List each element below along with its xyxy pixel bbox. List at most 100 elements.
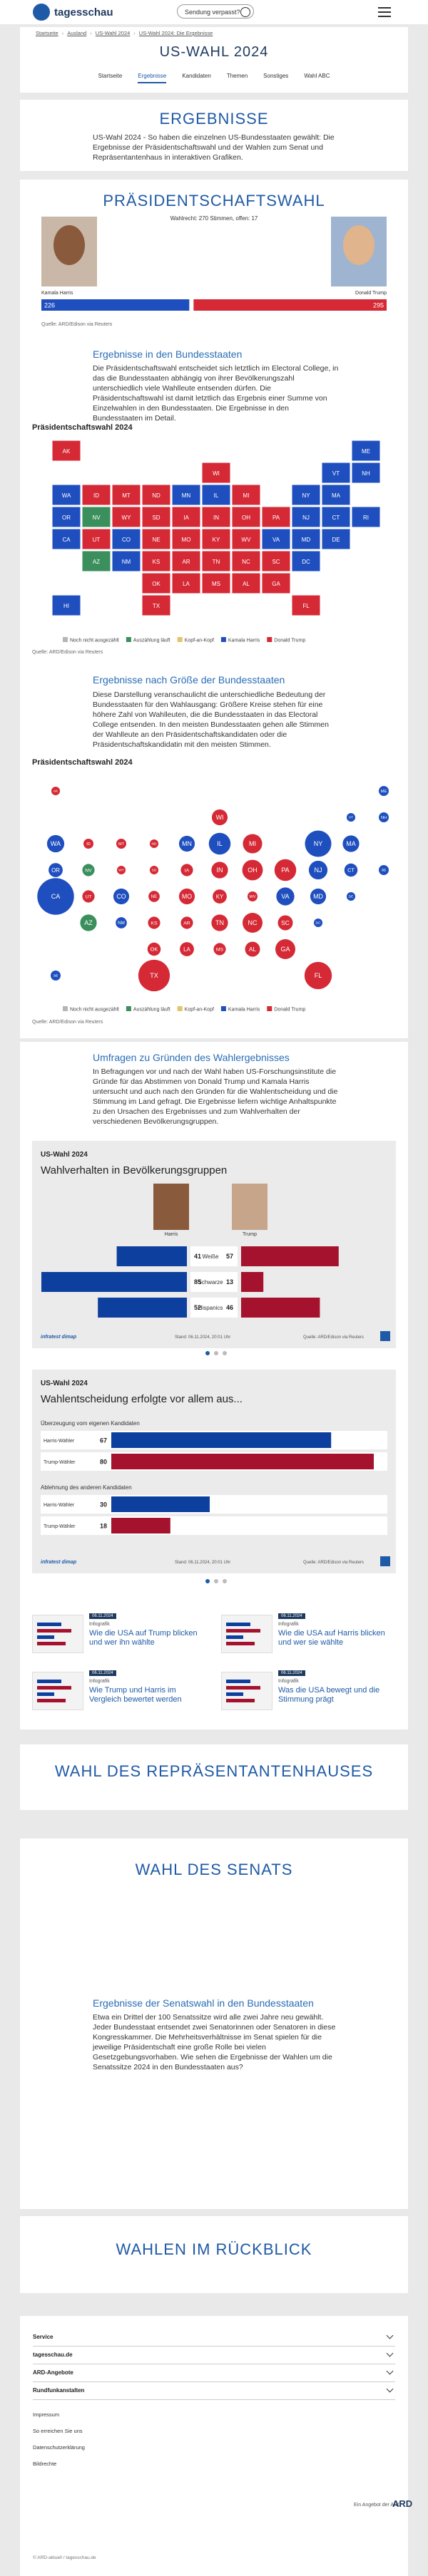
state[interactable] <box>321 484 351 506</box>
bubble[interactable] <box>211 862 228 879</box>
state[interactable] <box>201 528 231 550</box>
bubble[interactable] <box>180 942 194 956</box>
state[interactable] <box>51 440 81 462</box>
bubble[interactable] <box>113 888 130 905</box>
state[interactable] <box>321 462 351 484</box>
bubble[interactable] <box>342 835 360 852</box>
state[interactable] <box>291 506 321 528</box>
bubble[interactable] <box>346 891 356 901</box>
state[interactable] <box>261 572 291 594</box>
state[interactable] <box>201 550 231 572</box>
state[interactable] <box>201 484 231 506</box>
bubble[interactable] <box>180 864 193 876</box>
tab[interactable]: Startseite <box>98 73 123 79</box>
bubble[interactable] <box>178 835 195 852</box>
state[interactable] <box>351 462 381 484</box>
state[interactable] <box>201 572 231 594</box>
state[interactable] <box>261 528 291 550</box>
state[interactable] <box>81 550 111 572</box>
state[interactable] <box>171 528 201 550</box>
state[interactable] <box>51 528 81 550</box>
bubble[interactable] <box>305 830 332 857</box>
bubble[interactable] <box>138 959 170 992</box>
bubble[interactable] <box>149 839 159 849</box>
state[interactable] <box>201 462 231 484</box>
tab[interactable]: Themen <box>226 73 248 79</box>
bubble[interactable] <box>275 939 295 959</box>
bubble[interactable] <box>46 834 65 853</box>
bubble[interactable] <box>178 888 195 905</box>
state[interactable] <box>231 550 261 572</box>
state[interactable] <box>261 550 291 572</box>
bubble[interactable] <box>211 914 228 931</box>
ard-logo[interactable]: ARD <box>392 2498 413 2509</box>
state[interactable] <box>171 572 201 594</box>
bubble[interactable] <box>245 941 260 957</box>
state[interactable] <box>231 528 261 550</box>
bubble[interactable] <box>82 890 95 903</box>
state[interactable] <box>351 440 381 462</box>
teaser[interactable]: 06.11.2024 Infografik Wie die USA auf Harr… <box>221 1612 396 1662</box>
bubble[interactable] <box>149 865 159 875</box>
logo[interactable]: tagesschau <box>54 6 113 19</box>
footer-section[interactable]: Rundfunkanstalten <box>33 2384 395 2400</box>
bubble[interactable] <box>180 916 193 929</box>
state[interactable] <box>111 484 141 506</box>
carousel-dots[interactable] <box>205 1351 227 1355</box>
teaser[interactable]: 06.11.2024 Infografik Wie Trump und Harris… <box>32 1669 207 1719</box>
state[interactable] <box>171 506 201 528</box>
footer-section[interactable]: ARD-Angebote <box>33 2366 395 2382</box>
bubble[interactable] <box>116 839 126 849</box>
tab[interactable]: Sonstiges <box>263 73 289 79</box>
bubble[interactable] <box>310 888 327 905</box>
bubble[interactable] <box>49 863 63 877</box>
bubble[interactable] <box>304 961 332 990</box>
state[interactable] <box>141 550 171 572</box>
state[interactable] <box>231 484 261 506</box>
bubble[interactable] <box>208 832 231 855</box>
bubble[interactable] <box>51 971 61 981</box>
state[interactable] <box>321 528 351 550</box>
state[interactable] <box>51 484 81 506</box>
footer-link[interactable]: Datenschutzerklärung <box>33 2444 85 2451</box>
bubble[interactable] <box>308 860 328 880</box>
state[interactable] <box>291 594 321 616</box>
bubble[interactable] <box>313 918 323 928</box>
state[interactable] <box>141 594 171 616</box>
tab[interactable]: Wahl ABC <box>304 73 330 79</box>
bubble[interactable] <box>80 914 97 931</box>
bubble[interactable] <box>82 864 95 876</box>
state[interactable] <box>51 594 81 616</box>
state[interactable] <box>201 506 231 528</box>
state[interactable] <box>111 528 141 550</box>
share-icon[interactable] <box>380 1556 390 1566</box>
menu-icon[interactable] <box>378 7 391 17</box>
state[interactable] <box>81 484 111 506</box>
state[interactable] <box>111 506 141 528</box>
state[interactable] <box>81 528 111 550</box>
state[interactable] <box>321 506 351 528</box>
bubble[interactable] <box>116 865 126 875</box>
footer-section[interactable]: Service <box>33 2330 395 2347</box>
bubble[interactable] <box>37 878 74 915</box>
bubble[interactable] <box>147 942 161 956</box>
bubble[interactable] <box>346 812 356 822</box>
breadcrumb-item[interactable]: US-Wahl 2024 <box>95 30 131 36</box>
teaser[interactable]: 06.11.2024 Infografik Was die USA bewegt u… <box>221 1669 396 1719</box>
bubble[interactable] <box>51 786 61 796</box>
bubble[interactable] <box>213 889 227 904</box>
share-icon[interactable] <box>380 1331 390 1341</box>
state[interactable] <box>291 550 321 572</box>
bubble[interactable] <box>248 891 258 901</box>
bubble[interactable] <box>243 834 263 854</box>
bubble[interactable] <box>116 917 127 929</box>
bubble[interactable] <box>83 839 93 849</box>
teaser[interactable]: 06.11.2024 Infografik Wie die USA auf Trum… <box>32 1612 207 1662</box>
state[interactable] <box>81 506 111 528</box>
footer-section[interactable]: tagesschau.de <box>33 2348 395 2364</box>
bubble[interactable] <box>379 812 389 822</box>
state[interactable] <box>351 506 381 528</box>
state[interactable] <box>141 572 171 594</box>
state[interactable] <box>141 484 171 506</box>
state[interactable] <box>231 572 261 594</box>
